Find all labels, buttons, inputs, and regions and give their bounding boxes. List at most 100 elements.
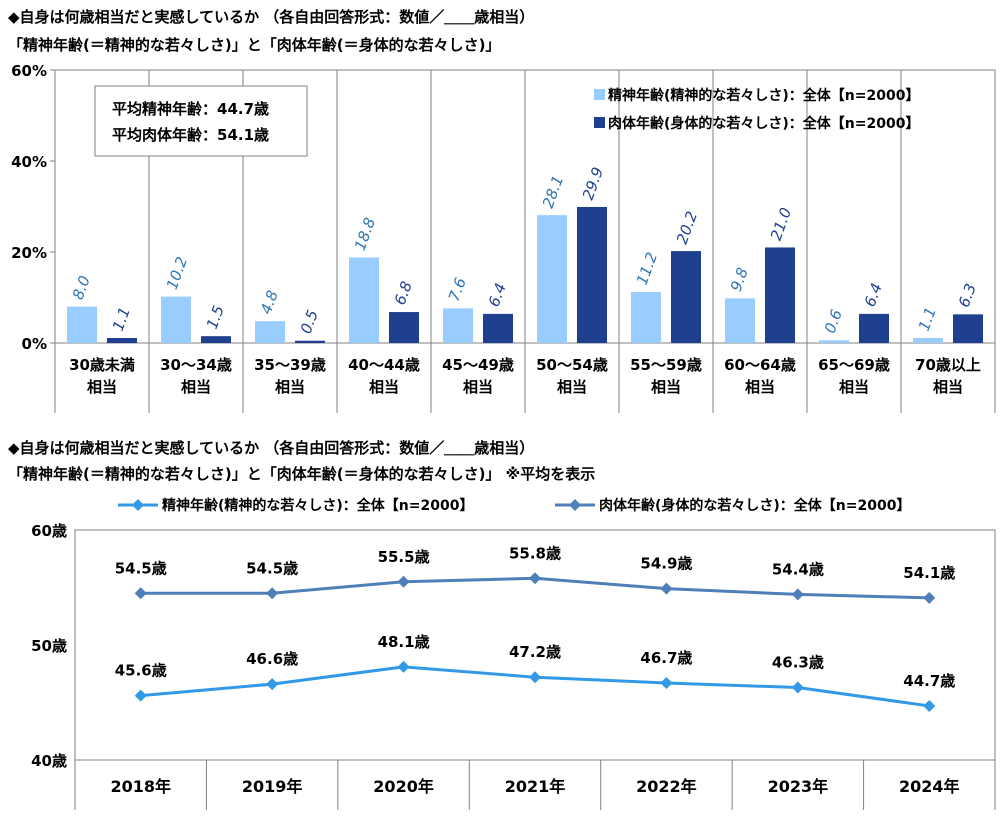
data-label-mental: 46.6歳: [246, 650, 298, 668]
bar-label-mental: 1.1: [915, 305, 940, 334]
x-category-label: 35～39歳: [254, 356, 326, 374]
bar-label-physical: 6.3: [955, 281, 980, 310]
x-category-label: 70歳以上: [915, 356, 981, 374]
bar-label-physical: 21.0: [767, 205, 795, 243]
bar-label-mental: 11.2: [633, 250, 661, 288]
bar-label-physical: 0.5: [297, 308, 322, 337]
bar-label-mental: 10.2: [163, 254, 191, 292]
x-category-label: 相当: [839, 378, 869, 396]
data-label-mental: 46.3歳: [772, 654, 824, 672]
legend-label-mental: 精神年齢(精神的な若々しさ)：全体【n=2000】: [162, 497, 473, 514]
bar-physical: [483, 313, 513, 343]
x-category-label: 30～34歳: [160, 356, 232, 374]
point-mental: [266, 678, 279, 691]
x-category-label: 相当: [181, 378, 211, 396]
bar-label-mental: 18.8: [351, 215, 379, 253]
chart1-title-line1: ◆自身は何歳相当だと実感しているか （各自由回答形式：数値／＿＿歳相当）: [8, 8, 535, 26]
data-label-mental: 47.2歳: [509, 643, 561, 661]
y-tick-label: 20%: [11, 244, 47, 262]
data-label-physical: 54.1歳: [903, 564, 955, 582]
bar-physical: [765, 247, 795, 343]
legend-marker-mental: [132, 499, 144, 511]
legend-swatch-mental: [594, 89, 605, 100]
data-label-physical: 54.9歳: [640, 555, 692, 573]
bar-label-physical: 1.1: [109, 305, 134, 334]
point-physical: [923, 591, 936, 604]
bar-physical: [671, 251, 701, 343]
bar-label-physical: 29.9: [579, 165, 607, 203]
x-category-label: 2021年: [505, 777, 566, 796]
bar-physical: [577, 206, 607, 343]
bar-label-mental: 28.1: [539, 173, 567, 211]
point-mental: [134, 689, 147, 702]
bar-label-physical: 6.8: [391, 279, 416, 308]
average-mental-text: 平均精神年齢：44.7歳: [112, 100, 269, 118]
y-tick-label: 40%: [11, 153, 47, 171]
x-category-label: 50～54歳: [536, 356, 608, 374]
x-category-label: 2024年: [899, 777, 960, 796]
data-label-mental: 48.1歳: [378, 633, 430, 651]
point-physical: [791, 588, 804, 601]
data-label-physical: 54.5歳: [115, 559, 167, 577]
bar-label-physical: 6.4: [861, 281, 886, 310]
point-mental: [923, 699, 936, 712]
x-category-label: 相当: [87, 378, 117, 396]
bar-label-mental: 0.6: [821, 307, 846, 336]
legend-label-physical: 肉体年齢(身体的な若々しさ)：全体【n=2000】: [599, 497, 910, 514]
data-label-physical: 54.5歳: [246, 559, 298, 577]
point-physical: [134, 587, 147, 600]
point-mental: [397, 660, 410, 673]
point-physical: [660, 582, 673, 595]
x-category-label: 相当: [369, 378, 399, 396]
bar-mental: [443, 308, 473, 343]
bar-mental: [631, 292, 661, 343]
y-tick-label: 50歳: [31, 637, 67, 655]
x-category-label: 相当: [745, 378, 775, 396]
y-tick-label: 0%: [22, 335, 47, 353]
x-category-label: 65～69歳: [818, 356, 890, 374]
bar-physical: [107, 337, 137, 343]
bar-label-mental: 9.8: [727, 265, 752, 294]
point-mental: [529, 671, 541, 684]
bar-mental: [725, 298, 755, 343]
bar-mental: [255, 321, 285, 343]
legend-swatch-physical: [594, 117, 605, 128]
x-category-label: 相当: [463, 378, 493, 396]
y-tick-label: 60歳: [31, 522, 67, 540]
bar-label-physical: 20.2: [673, 209, 701, 247]
bar-mental: [161, 296, 191, 343]
x-category-label: 相当: [275, 378, 305, 396]
data-label-physical: 55.5歳: [378, 548, 430, 566]
data-label-mental: 46.7歳: [640, 649, 692, 667]
point-physical: [397, 575, 410, 588]
x-category-label: 2019年: [242, 777, 303, 796]
x-category-label: 2018年: [110, 777, 171, 796]
bar-physical: [201, 336, 231, 343]
legend-marker-physical: [569, 499, 581, 511]
bar-physical: [295, 340, 325, 343]
point-physical: [529, 572, 541, 585]
x-category-label: 60～64歳: [724, 356, 796, 374]
data-label-physical: 54.4歳: [772, 560, 824, 578]
x-category-label: 30歳未満: [69, 356, 135, 374]
bar-label-physical: 6.4: [485, 281, 510, 310]
x-category-label: 相当: [933, 378, 963, 396]
bar-mental: [537, 215, 567, 343]
x-category-label: 2023年: [768, 777, 829, 796]
bar-mental: [67, 306, 97, 343]
x-category-label: 40～44歳: [348, 356, 420, 374]
data-label-mental: 44.7歳: [903, 672, 955, 690]
bar-physical: [859, 313, 889, 343]
chart2-title-line2: 「精神年齢(＝精神的な若々しさ)」と「肉体年齢(＝身体的な若々しさ)」 ※平均を…: [8, 465, 596, 483]
chart2-title-line1: ◆自身は何歳相当だと実感しているか （各自由回答形式：数値／＿＿歳相当）: [8, 439, 535, 457]
x-category-label: 2022年: [636, 777, 697, 796]
data-label-mental: 45.6歳: [115, 662, 167, 680]
x-category-label: 45～49歳: [442, 356, 514, 374]
x-category-label: 相当: [557, 378, 587, 396]
bar-mental: [819, 340, 849, 343]
point-mental: [791, 681, 804, 694]
point-physical: [266, 587, 279, 600]
bar-label-physical: 1.5: [203, 303, 228, 332]
bar-label-mental: 7.6: [445, 275, 470, 304]
